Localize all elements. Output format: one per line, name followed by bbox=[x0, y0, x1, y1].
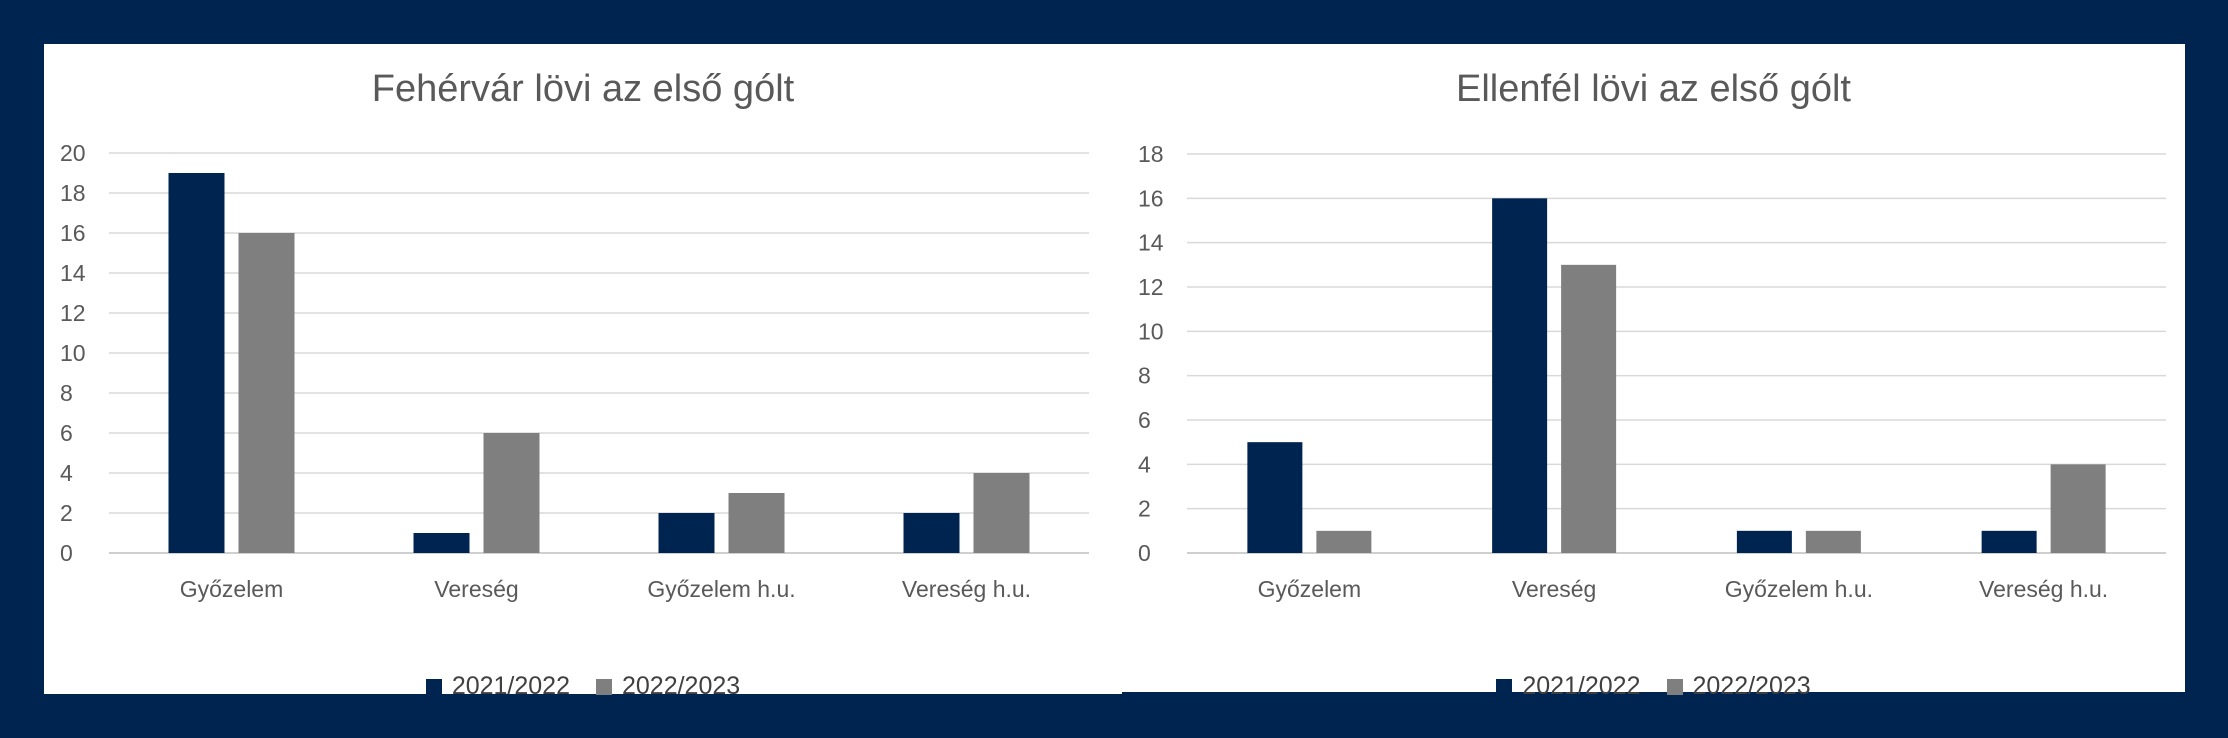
bar-2021-2022-0 bbox=[1247, 442, 1303, 553]
y-tick-label: 12 bbox=[1138, 274, 1164, 300]
legend-label: 2022/2023 bbox=[1692, 672, 1811, 700]
x-category-label: Vereség bbox=[434, 576, 518, 602]
bar-2021-2022-3 bbox=[903, 513, 960, 553]
y-tick-label: 0 bbox=[1138, 540, 1151, 566]
y-tick-label: 14 bbox=[1138, 230, 1164, 256]
bar-2022-2023-0 bbox=[1316, 530, 1372, 553]
bar-2021-2022-0 bbox=[168, 173, 225, 553]
chart-title: Ellenfél lövi az első gólt bbox=[1456, 68, 1851, 110]
x-category-label: Vereség h.u. bbox=[1979, 576, 2108, 602]
y-tick-label: 2 bbox=[60, 500, 73, 526]
y-tick-label: 16 bbox=[1138, 185, 1164, 211]
legend-item-2022: 2022/2023 bbox=[1666, 672, 1811, 701]
legend-label: 2021/2022 bbox=[451, 672, 570, 700]
y-tick-label: 6 bbox=[60, 420, 73, 446]
chart-title: Fehérvár lövi az első gólt bbox=[371, 68, 795, 110]
legend-label: 2021/2022 bbox=[1522, 672, 1641, 700]
legend-label: 2022/2023 bbox=[622, 672, 741, 700]
chart-panel-first-goal-fehervar: Fehérvár lövi az első gólt 0 2 4 6 8 10 12 14 16… bbox=[44, 44, 1122, 700]
y-tick-label: 4 bbox=[60, 460, 73, 486]
bar-chart-svg: 0 2 4 6 8 10 12 14 16 18 20 Győzelem Vereség Győzelem… bbox=[60, 140, 1089, 602]
bar-2022-2023-3 bbox=[2050, 464, 2106, 553]
y-tick-label: 4 bbox=[1138, 451, 1151, 477]
bar-2022-2023-1 bbox=[1561, 264, 1617, 553]
bar-2021-2022-3 bbox=[1981, 530, 2037, 553]
bar-2021-2022-1 bbox=[1492, 198, 1548, 554]
bar-chart-svg: 0 2 4 6 8 10 12 14 16 18 Győzelem Vereség Győzelem h… bbox=[1138, 141, 2166, 602]
bar-2022-2023-2 bbox=[728, 493, 785, 553]
x-category-label: Győzelem bbox=[1258, 576, 1362, 602]
y-tick-label: 12 bbox=[60, 300, 86, 326]
y-tick-label: 8 bbox=[60, 380, 73, 406]
chart-panel-first-goal-opponent: Ellenfél lövi az első gólt 0 2 4 6 8 10 12 14 16… bbox=[1122, 44, 2185, 700]
x-category-label: Győzelem h.u. bbox=[1725, 576, 1873, 602]
y-tick-label: 8 bbox=[1138, 363, 1151, 389]
legend-swatch-2021 bbox=[425, 678, 442, 695]
legend-item-2022: 2022/2023 bbox=[596, 672, 740, 701]
legend-item-2021: 2021/2022 bbox=[1496, 672, 1641, 701]
chart-legend: 2021/2022 2022/2023 bbox=[44, 672, 1122, 701]
y-tick-label: 14 bbox=[60, 260, 86, 286]
x-category-label: Vereség bbox=[1512, 576, 1596, 602]
y-tick-label: 18 bbox=[1138, 141, 1164, 167]
y-tick-label: 10 bbox=[60, 340, 86, 366]
bar-2022-2023-0 bbox=[238, 233, 295, 553]
y-tick-label: 10 bbox=[1138, 318, 1164, 344]
legend-item-2021: 2021/2022 bbox=[425, 672, 570, 701]
bar-2021-2022-1 bbox=[413, 533, 470, 553]
x-category-label: Győzelem bbox=[180, 576, 284, 602]
y-tick-label: 2 bbox=[1138, 496, 1151, 522]
x-category-label: Győzelem h.u. bbox=[647, 576, 795, 602]
bar-2022-2023-1 bbox=[483, 433, 540, 553]
y-tick-label: 0 bbox=[60, 540, 73, 566]
chart-legend: 2021/2022 2022/2023 bbox=[1122, 672, 2185, 701]
bar-2022-2023-3 bbox=[973, 473, 1030, 553]
y-tick-label: 20 bbox=[60, 140, 86, 166]
y-tick-label: 6 bbox=[1138, 407, 1151, 433]
legend-swatch-2022 bbox=[596, 678, 612, 695]
bar-2022-2023-2 bbox=[1805, 530, 1861, 553]
bar-2021-2022-2 bbox=[658, 513, 715, 553]
bar-2021-2022-2 bbox=[1736, 530, 1792, 553]
y-tick-label: 16 bbox=[60, 220, 86, 246]
y-tick-label: 18 bbox=[60, 180, 86, 206]
legend-swatch-2021 bbox=[1496, 678, 1513, 695]
legend-swatch-2022 bbox=[1666, 678, 1683, 695]
x-category-label: Vereség h.u. bbox=[902, 576, 1031, 602]
